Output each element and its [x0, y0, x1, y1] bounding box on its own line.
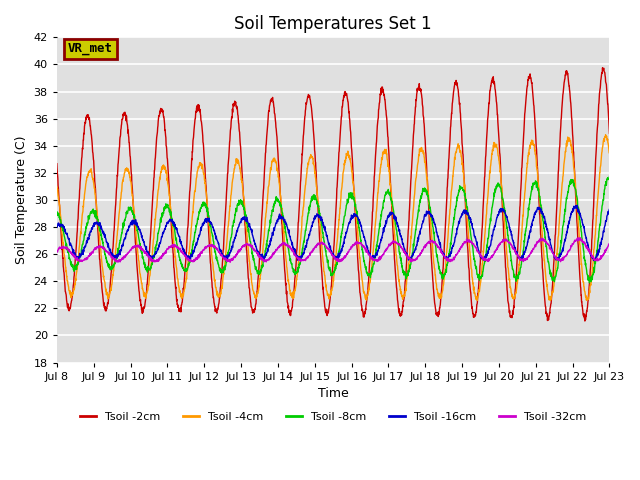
- X-axis label: Time: Time: [318, 387, 349, 400]
- Y-axis label: Soil Temperature (C): Soil Temperature (C): [15, 136, 28, 264]
- Legend: Tsoil -2cm, Tsoil -4cm, Tsoil -8cm, Tsoil -16cm, Tsoil -32cm: Tsoil -2cm, Tsoil -4cm, Tsoil -8cm, Tsoi…: [76, 407, 591, 426]
- Text: VR_met: VR_met: [68, 42, 113, 55]
- Title: Soil Temperatures Set 1: Soil Temperatures Set 1: [234, 15, 432, 33]
